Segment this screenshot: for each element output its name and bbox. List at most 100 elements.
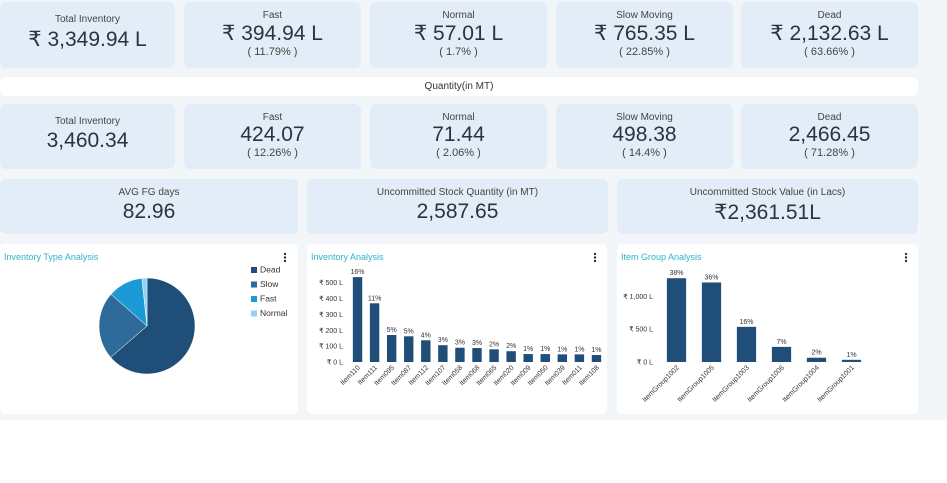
bar-share-label: 1% xyxy=(523,346,533,353)
card-value: ₹ 394.94 L xyxy=(222,22,323,45)
stat-card: Dead ₹ 2,132.63 L( 63.66% ) xyxy=(741,2,918,68)
bar-share-label: 1% xyxy=(574,346,584,353)
x-tick-label: ItemGroup1006 xyxy=(747,364,786,403)
legend-label: Normal xyxy=(260,308,288,318)
card-value: 2,587.65 xyxy=(416,200,499,223)
chart-panel: Inventory Type Analysis Dead Slow Fast Norma… xyxy=(0,244,298,414)
bar xyxy=(369,303,380,362)
card-label: Dead xyxy=(817,10,842,21)
card-value: 71.44 xyxy=(432,123,485,146)
bar-share-label: 5% xyxy=(404,328,414,335)
menu-dot xyxy=(283,252,287,256)
stat-card: Uncommitted Stock Value (in Lacs) ₹2,361.… xyxy=(617,179,918,234)
y-tick-label: ₹ 1,000 L xyxy=(623,293,653,301)
legend-swatch xyxy=(251,281,257,288)
x-tick-label: ItemGroup1003 xyxy=(712,364,751,403)
bar xyxy=(352,277,363,362)
bar xyxy=(438,345,448,362)
menu-dot xyxy=(904,259,908,263)
card-label: AVG FG days xyxy=(118,187,180,198)
card-label: Uncommitted Stock Value (in Lacs) xyxy=(689,187,846,198)
bar-share-label: 1% xyxy=(557,346,567,353)
bar-share-label: 7% xyxy=(776,339,786,346)
card-label: Dead xyxy=(817,112,842,123)
stat-card: Normal 71.44( 2.06% ) xyxy=(370,104,547,169)
chart-panel: Item Group Analysis ₹ 0 L ₹ 500 L ₹ 1,000 L… xyxy=(617,244,918,414)
x-tick-label: ItemGroup1002 xyxy=(642,364,681,403)
card-value: 3,460.34 xyxy=(46,129,129,152)
bar xyxy=(455,347,465,362)
card-value: 82.96 xyxy=(122,200,176,223)
bar-share-label: 3% xyxy=(455,340,465,347)
card-share: ( 22.85% ) xyxy=(619,46,670,58)
bar xyxy=(574,354,585,362)
pie-slice xyxy=(98,293,148,358)
card-value: ₹2,361.51L xyxy=(714,201,821,224)
card-label: Total Inventory xyxy=(54,14,121,25)
y-tick-label: ₹ 300 L xyxy=(319,311,343,319)
legend-swatch xyxy=(251,310,257,317)
stat-card: Dead 2,466.45( 71.28% ) xyxy=(741,104,918,169)
y-tick-label: ₹ 400 L xyxy=(319,295,343,303)
bar xyxy=(841,359,862,362)
card-label: Normal xyxy=(442,112,475,123)
legend-swatch xyxy=(251,296,257,302)
bar xyxy=(557,354,568,362)
bar-share-label: 16% xyxy=(351,269,365,276)
bar-share-label: 38% xyxy=(669,270,683,277)
y-tick-label: ₹ 100 L xyxy=(319,343,343,351)
bar xyxy=(771,346,792,362)
card-value: 2,466.45 xyxy=(788,123,871,146)
y-tick-label: ₹ 200 L xyxy=(319,327,343,335)
x-tick-label: ItemGroup1004 xyxy=(782,364,821,403)
bar-share-label: 2% xyxy=(811,350,821,357)
stat-card: Normal ₹ 57.01 L( 1.7% ) xyxy=(370,2,547,68)
bar-share-label: 5% xyxy=(387,327,397,334)
menu-dot xyxy=(283,256,287,259)
card-share: ( 12.26% ) xyxy=(247,147,298,159)
x-tick-label: ItemGroup1001 xyxy=(817,364,856,403)
card-share: ( 1.7% ) xyxy=(439,46,478,58)
menu-dot xyxy=(904,252,908,256)
bar-share-label: 3% xyxy=(438,337,448,344)
menu-dot xyxy=(283,259,287,263)
bar xyxy=(701,282,722,362)
y-tick-label: ₹ 0 L xyxy=(637,359,653,367)
card-share: ( 71.28% ) xyxy=(804,147,855,159)
card-value: 498.38 xyxy=(612,123,677,146)
legend-swatch xyxy=(251,267,257,273)
bar-share-label: 1% xyxy=(591,347,601,354)
stat-card: Slow Moving 498.38( 14.4% ) xyxy=(556,104,733,169)
quantity-header: Quantity(in MT) xyxy=(0,77,918,96)
card-label: Uncommitted Stock Quantity (in MT) xyxy=(376,187,539,198)
legend-label: Fast xyxy=(260,294,277,304)
chart-title: Inventory Type Analysis xyxy=(4,252,99,262)
card-label: Slow Moving xyxy=(616,112,673,123)
card-label: Fast xyxy=(262,112,283,123)
bar-share-label: 4% xyxy=(421,332,431,339)
stat-card: AVG FG days 82.96 xyxy=(0,179,298,234)
chart: ₹ 0 L ₹ 500 L ₹ 1,000 L 38% ItemGroup1002 36%… xyxy=(623,252,908,404)
bar-share-label: 3% xyxy=(472,340,482,347)
y-tick-label: ₹ 500 L xyxy=(319,279,343,287)
bar-share-label: 11% xyxy=(368,295,382,302)
card-value: ₹ 3,349.94 L xyxy=(28,28,147,51)
card-value: 424.07 xyxy=(240,123,305,146)
chart-title: Item Group Analysis xyxy=(621,252,702,262)
bar xyxy=(523,354,533,362)
card-label: Total Inventory xyxy=(54,116,121,127)
card-label: Normal xyxy=(442,10,475,21)
menu-dot xyxy=(904,256,908,259)
bar-share-label: 2% xyxy=(489,341,499,348)
stat-card: Slow Moving ₹ 765.35 L( 22.85% ) xyxy=(556,2,733,68)
legend-label: Slow xyxy=(260,279,279,289)
card-value: ₹ 2,132.63 L xyxy=(770,22,889,45)
card-share: ( 63.66% ) xyxy=(804,46,855,58)
bar xyxy=(386,335,397,362)
menu-dot xyxy=(593,256,597,259)
bar xyxy=(806,357,827,362)
card-label: Slow Moving xyxy=(616,10,673,21)
bar xyxy=(736,326,757,362)
bar-share-label: 2% xyxy=(506,343,516,350)
